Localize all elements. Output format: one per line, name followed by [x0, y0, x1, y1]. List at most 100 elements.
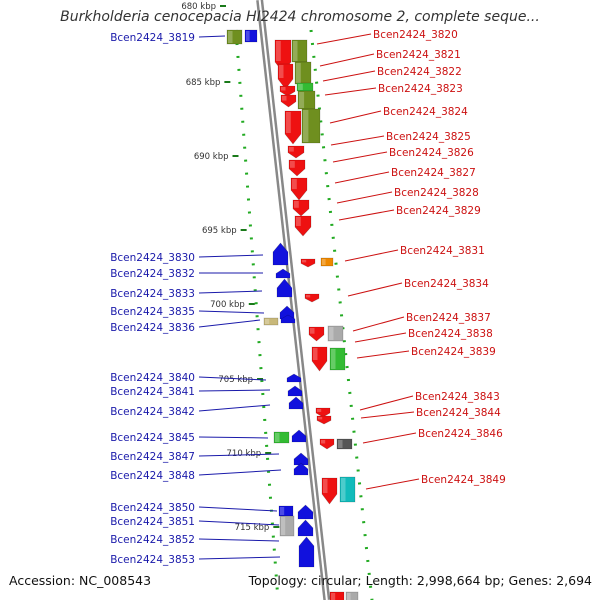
gene-arrow-forward — [300, 258, 316, 268]
gene-label-left: Bcen2424_3830 — [110, 252, 195, 264]
gene-label-left: Bcen2424_3847 — [110, 451, 195, 463]
accession-label: Accession: NC_008543 — [9, 573, 152, 588]
gene-label-left: Bcen2424_3850 — [110, 502, 195, 514]
gene-box-shine — [275, 433, 280, 442]
gene-box-shine — [341, 478, 346, 501]
gene-box-shine — [296, 63, 301, 83]
gene-label-left: Bcen2424_3848 — [110, 470, 195, 482]
label-leader-line — [347, 282, 403, 297]
gene-arrow-forward-shine — [292, 179, 297, 190]
gene-label-left: Bcen2424_3842 — [110, 406, 195, 418]
gene-arrow-reverse — [288, 396, 304, 410]
gene-box — [329, 591, 345, 600]
gene-arrow-reverse — [291, 429, 307, 443]
gene-label-right: Bcen2424_3831 — [400, 245, 485, 257]
gene-box-shine — [228, 31, 233, 43]
map-title: Burkholderia cenocepacia HI2424 chromoso… — [60, 9, 540, 25]
label-leader-line — [198, 506, 278, 512]
scale-tick-label: 680 kbp — [181, 2, 216, 12]
gene-label-left: Bcen2424_3840 — [110, 372, 195, 384]
label-leader-line — [198, 254, 264, 258]
topology-summary: Topology: circular; Length: 2,998,664 bp… — [248, 573, 592, 588]
gene-label-left: Bcen2424_3819 — [110, 32, 195, 44]
gene-label-right: Bcen2424_3838 — [408, 328, 493, 340]
label-leader-line — [198, 436, 269, 439]
gene-label-left: Bcen2424_3841 — [110, 386, 195, 398]
gene-arrow-forward — [316, 415, 332, 425]
gene-arrow-forward-shine — [279, 65, 284, 78]
label-leader-line — [336, 191, 393, 204]
gene-arrow-forward — [290, 177, 308, 201]
gene-arrow-forward — [304, 293, 320, 303]
scale-tick-label: 690 kbp — [194, 152, 229, 162]
gene-arrow-forward — [277, 63, 294, 90]
label-leader-line — [356, 350, 410, 359]
label-leader-line — [344, 249, 399, 262]
gene-arrow-forward-shine — [310, 328, 315, 334]
gene-label-right: Bcen2424_3839 — [411, 346, 496, 358]
gene-box — [329, 347, 346, 371]
gene-arrow-reverse — [272, 242, 289, 266]
gene-arrow-reverse — [287, 385, 303, 397]
label-leader-line — [319, 53, 375, 67]
label-leader-line — [360, 411, 415, 419]
label-leader-line — [334, 171, 390, 184]
gene-label-right: Bcen2424_3826 — [389, 147, 474, 159]
gene-label-left: Bcen2424_3832 — [110, 268, 195, 280]
gene-arrow-forward — [308, 326, 325, 342]
gene-label-right: Bcen2424_3825 — [386, 131, 471, 143]
gene-label-right: Bcen2424_3843 — [415, 391, 500, 403]
gene-label-right: Bcen2424_3823 — [378, 83, 463, 95]
gene-box-shine — [338, 440, 343, 448]
scale-tick-label: 695 kbp — [202, 226, 237, 236]
scale-tick-label: 685 kbp — [186, 78, 221, 88]
gene-arrow-forward — [287, 145, 305, 159]
gene-arrow-forward-shine — [286, 112, 291, 133]
label-leader-line — [332, 151, 388, 163]
gene-arrow-forward-shine — [302, 260, 307, 263]
label-leader-line — [198, 520, 280, 526]
gene-box — [339, 476, 356, 503]
gene-label-right: Bcen2424_3837 — [406, 312, 491, 324]
gene-box-shine — [331, 349, 336, 369]
gene-label-right: Bcen2424_3846 — [418, 428, 503, 440]
gene-box — [320, 257, 334, 267]
gene-arrow-forward-shine — [282, 96, 287, 101]
label-leader-line — [198, 404, 271, 412]
gene-label-right: Bcen2424_3828 — [394, 187, 479, 199]
gene-arrow-reverse — [280, 314, 296, 324]
gene-box-shine — [298, 84, 303, 90]
gene-arrow-forward-shine — [306, 295, 311, 298]
label-leader-line — [198, 310, 265, 314]
label-leader-line — [362, 432, 417, 444]
gene-box — [279, 515, 295, 537]
gene-label-right: Bcen2424_3824 — [383, 106, 468, 118]
gene-arrow-forward-shine — [294, 201, 299, 208]
gene-arrow-forward-shine — [323, 479, 328, 493]
gene-label-left: Bcen2424_3833 — [110, 288, 195, 300]
gene-arrow-forward-shine — [321, 440, 326, 444]
label-leader-line — [338, 209, 395, 221]
label-leader-line — [354, 332, 407, 343]
gene-box-shine — [281, 517, 286, 535]
label-leader-line — [324, 87, 377, 96]
label-leader-line — [329, 110, 382, 124]
gene-arrow-forward — [319, 438, 335, 450]
gene-box-shine — [347, 593, 351, 600]
gene-arrow-reverse — [276, 278, 293, 298]
gene-arrow-forward — [292, 199, 310, 217]
gene-arrow-forward-shine — [276, 41, 281, 61]
gene-box — [273, 431, 290, 444]
label-leader-line — [198, 376, 267, 381]
gene-arrow-forward — [288, 159, 306, 177]
gene-box — [244, 29, 258, 43]
label-leader-line — [359, 395, 414, 411]
label-leader-line — [322, 70, 376, 82]
gene-box — [301, 108, 321, 144]
gene-box-shine — [331, 593, 336, 600]
label-leader-line — [352, 316, 405, 332]
scale-tick-label: 705 kbp — [218, 375, 253, 385]
gene-box-shine — [299, 92, 305, 108]
label-leader-line — [198, 556, 281, 560]
